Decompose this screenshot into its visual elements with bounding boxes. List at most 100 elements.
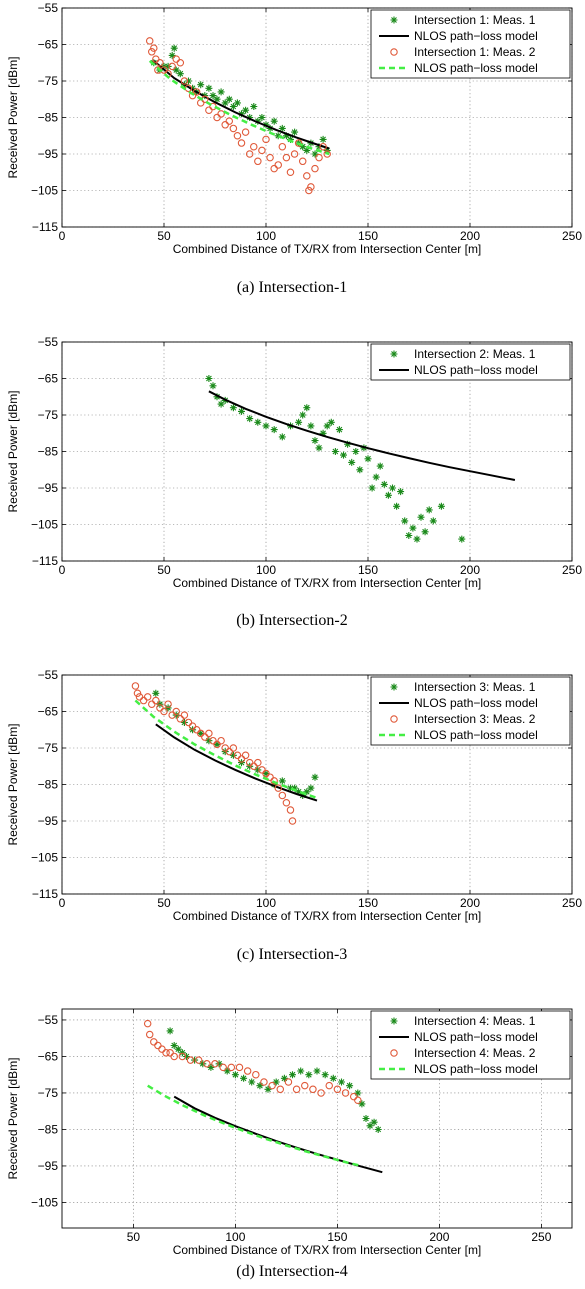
data-point-star	[238, 407, 245, 415]
legend: Intersection 1: Meas. 1 NLOS path−loss mo…	[370, 9, 571, 79]
data-point-star	[376, 462, 384, 470]
data-point-circle	[233, 132, 242, 140]
legend-swatch-star	[390, 350, 398, 358]
data-point-star	[315, 143, 323, 151]
data-point-circle	[143, 1019, 152, 1028]
data-point-star	[213, 740, 221, 748]
data-point-star	[182, 1053, 190, 1060]
data-point-star	[303, 404, 311, 412]
data-point-star	[242, 106, 250, 114]
data-point-star	[340, 451, 347, 459]
data-point-star	[458, 535, 466, 543]
data-point-star	[282, 132, 290, 140]
data-point-star	[372, 473, 380, 481]
y-tick-label: −75	[38, 741, 59, 755]
y-tick-label: −85	[38, 778, 59, 792]
data-point-star	[172, 66, 180, 74]
data-point-star	[233, 99, 241, 107]
data-point-star	[338, 1078, 345, 1086]
x-tick-label: 0	[59, 563, 66, 577]
data-point-star	[356, 466, 364, 474]
legend-swatch-star	[390, 16, 398, 24]
data-point-star	[303, 146, 311, 154]
data-point-circle	[196, 729, 205, 738]
data-point-star	[374, 1126, 382, 1133]
data-point-star	[295, 788, 303, 796]
data-point-circle	[213, 113, 221, 122]
data-point-circle	[176, 58, 185, 67]
x-tick-label: 200	[429, 1230, 449, 1244]
data-point-star	[389, 484, 396, 492]
data-point-circle	[172, 55, 180, 63]
data-point-circle	[184, 718, 193, 727]
data-point-circle	[217, 736, 225, 745]
legend-entry-label: NLOS path−loss model	[414, 1062, 538, 1076]
data-point-circle	[131, 682, 140, 690]
data-point-star	[262, 770, 270, 777]
data-point-star	[185, 77, 192, 85]
y-tick-label: −105	[31, 1195, 58, 1209]
data-point-circle	[156, 58, 164, 67]
data-point-circle	[262, 769, 270, 778]
data-point-circle	[325, 1081, 333, 1090]
data-point-star	[305, 1071, 313, 1079]
data-point-star	[329, 1074, 337, 1082]
legend-entry-label: Intersection 2: Meas. 1	[414, 347, 536, 361]
data-point-star	[366, 1122, 374, 1130]
legend-entry-label: NLOS path−loss model	[414, 363, 538, 377]
data-point-circle	[307, 183, 315, 191]
legend-entry-label: Intersection 3: Meas. 1	[414, 680, 536, 694]
data-point-star	[289, 1071, 296, 1079]
data-point-circle	[254, 758, 262, 767]
data-point-circle	[225, 117, 234, 125]
data-point-circle	[354, 1096, 362, 1105]
data-point-circle	[150, 1038, 158, 1046]
y-tick-label: −115	[32, 554, 58, 568]
data-point-star	[417, 513, 425, 521]
legend-box	[370, 343, 571, 381]
data-point-star	[229, 103, 237, 110]
series-line-4	[134, 699, 318, 800]
data-point-circle	[268, 1081, 276, 1090]
data-point-star	[348, 458, 356, 466]
data-point-star	[272, 1078, 280, 1086]
data-point-circle	[274, 784, 282, 792]
y-tick-label: −95	[38, 814, 59, 828]
data-point-circle	[303, 172, 311, 180]
data-point-star	[150, 59, 158, 67]
legend-entry-label: Intersection 1: Meas. 1	[414, 13, 536, 27]
data-point-star	[205, 375, 213, 382]
x-tick-label: 100	[225, 1230, 245, 1244]
data-point-star	[319, 429, 327, 437]
y-tick-label: −75	[38, 74, 59, 88]
data-point-star	[344, 440, 352, 448]
x-tick-label: 150	[358, 563, 378, 577]
y-tick-label: −95	[38, 147, 59, 161]
data-point-circle	[266, 153, 274, 162]
data-point-star	[335, 426, 343, 434]
data-point-star	[311, 773, 319, 781]
data-point-circle	[164, 700, 172, 708]
data-point-star	[217, 400, 225, 408]
data-point-star	[287, 784, 294, 792]
data-point-circle	[152, 55, 160, 63]
data-point-star	[240, 1074, 248, 1082]
data-point-star	[278, 124, 286, 132]
data-point-star	[405, 532, 413, 539]
data-point-star	[231, 1071, 239, 1079]
legend-entry-label: NLOS path−loss model	[414, 1030, 538, 1044]
data-point-star	[254, 418, 262, 426]
data-point-circle	[311, 164, 319, 173]
y-tick-label: −65	[38, 372, 59, 386]
legend-entry-label: Intersection 3: Meas. 2	[414, 712, 536, 726]
data-point-circle	[227, 1063, 236, 1072]
legend-entry-label: NLOS path−loss model	[414, 61, 538, 75]
data-point-circle	[241, 751, 250, 760]
data-point-circle	[323, 150, 331, 158]
data-point-circle	[145, 37, 154, 45]
figure-caption: (b) Intersection-2	[236, 612, 348, 629]
data-point-circle	[243, 1067, 252, 1075]
data-point-circle	[282, 153, 291, 162]
series-line-4	[148, 59, 330, 156]
